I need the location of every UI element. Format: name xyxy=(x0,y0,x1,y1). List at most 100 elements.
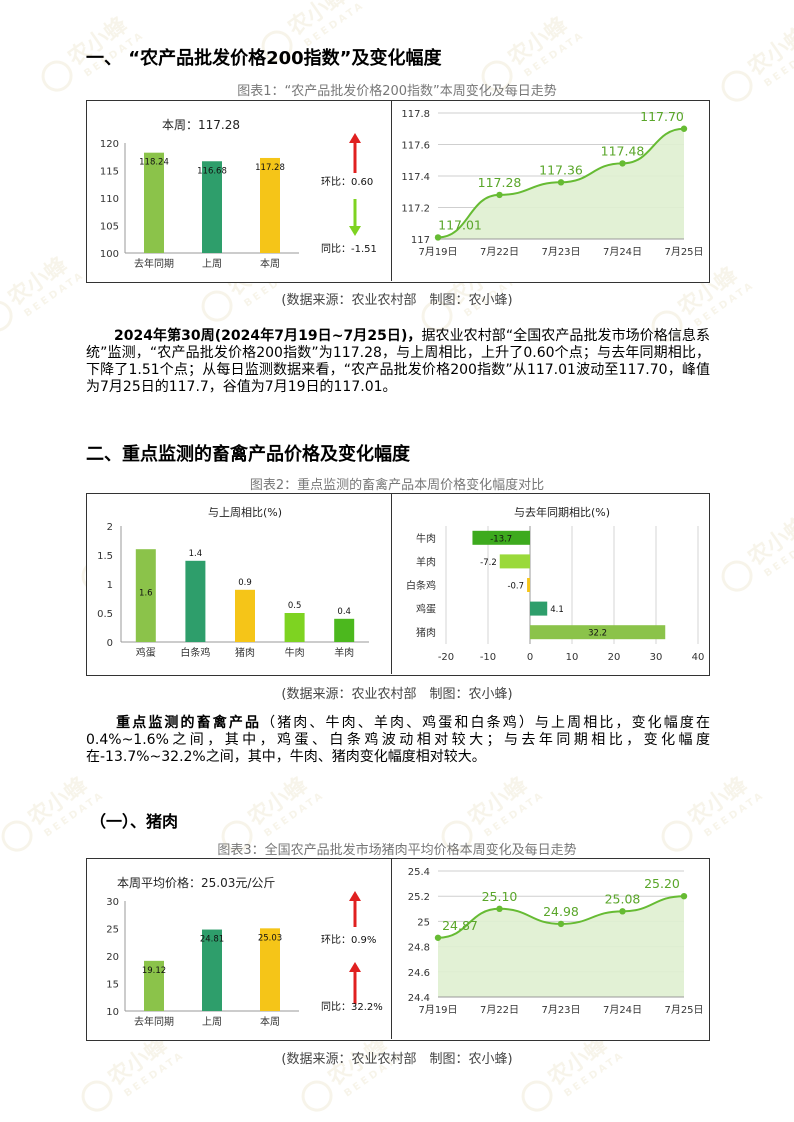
y-tick-label: 117.4 xyxy=(401,172,430,183)
y-tick-label: 0.5 xyxy=(97,609,113,620)
data-label-0: 117.01 xyxy=(438,217,482,232)
huanbi-arrow-head xyxy=(349,133,361,143)
x-tick-label: -10 xyxy=(480,652,496,663)
data-point-3 xyxy=(619,160,626,167)
x-tick-label: 7月24日 xyxy=(603,1004,642,1016)
x-tick-label: 本周 xyxy=(260,257,280,270)
x-tick-label: 7月19日 xyxy=(418,1004,457,1016)
chart3-frame: 本周平均价格：25.03元/公斤 10 15 20 25 30 19.12 去年同期 24.81… xyxy=(86,858,710,1041)
x-tick-label: 10 xyxy=(566,652,579,663)
area-fill xyxy=(438,896,684,997)
bar-1 xyxy=(202,929,222,1011)
bar-1 xyxy=(202,161,222,253)
bar-0 xyxy=(135,549,156,642)
section1-paragraph-bold: 2024年第30周(2024年7月19日~7月25日)， xyxy=(114,328,422,344)
bar-2 xyxy=(260,928,280,1011)
x-tick-label: 猪肉 xyxy=(235,646,255,659)
chart-title: 与去年同期相比(%) xyxy=(514,505,610,519)
y-tick-label: 105 xyxy=(100,222,119,233)
x-tick-label: 30 xyxy=(650,652,663,663)
chart3-line-chart: 24.4 24.6 24.8 25 25.2 25.4 24.87 7月19日 25.10 7月2… xyxy=(408,867,704,1016)
watermark-bee-icon xyxy=(521,1080,553,1112)
x-tick-label: 白条鸡 xyxy=(180,646,210,659)
watermark-bee-icon xyxy=(661,820,693,852)
tongbi-label: 同比：32.2% xyxy=(321,1001,383,1013)
bar-2 xyxy=(260,157,280,253)
x-tick-label: 7月24日 xyxy=(603,246,642,258)
huanbi-arrow-head xyxy=(349,891,361,901)
y-tick-label: 1 xyxy=(107,580,113,591)
watermark-bee-icon xyxy=(441,820,473,852)
y-tick-label: 羊肉 xyxy=(416,555,436,568)
bar-value-label: 1.6 xyxy=(139,589,153,599)
y-tick-label: 24.8 xyxy=(408,943,430,954)
watermark-bee-icon xyxy=(81,1080,113,1112)
watermark-bee-icon xyxy=(201,290,233,322)
y-tick-label: 25 xyxy=(417,917,430,928)
chart2-divider xyxy=(391,494,392,674)
bar-value-label: 24.81 xyxy=(200,935,224,945)
chart2-frame: 与上周相比(%) 0 0.5 1 1.5 2 1.6 鸡蛋 1.4 白条鸡 0.9 猪肉 0.5 牛肉 0.… xyxy=(86,493,710,676)
chart2-bar-chart: 与上周相比(%) 0 0.5 1 1.5 2 1.6 鸡蛋 1.4 白条鸡 0.9 猪肉 0.5 牛肉 0.… xyxy=(97,506,369,659)
x-tick-label: 7月19日 xyxy=(418,246,457,258)
bar-value-label: 1.4 xyxy=(189,549,203,559)
y-tick-label: 25.2 xyxy=(408,892,430,903)
bar-value-label: 19.12 xyxy=(142,966,166,976)
bar-4 xyxy=(530,625,666,640)
data-label-1: 25.10 xyxy=(482,889,518,904)
chart-title: 与上周相比(%) xyxy=(208,506,282,519)
bar-value-label: 32.2 xyxy=(588,629,607,639)
section2-paragraph-bold: 重点监测的畜禽产品 xyxy=(114,715,262,731)
bar-value-label: 117.28 xyxy=(255,163,285,173)
chart3-source: (数据来源：农业农村部 制图：农小蜂) xyxy=(281,1052,513,1067)
bar-4 xyxy=(334,618,355,642)
x-tick-label: 7月22日 xyxy=(480,246,519,258)
y-tick-label: 10 xyxy=(106,1007,119,1018)
data-point-2 xyxy=(557,920,565,928)
x-tick-label: 去年同期 xyxy=(134,257,174,270)
x-tick-label: 牛肉 xyxy=(285,646,305,659)
y-tick-label: 30 xyxy=(106,897,119,908)
tongbi-arrow-head xyxy=(349,226,361,236)
x-tick-label: 7月22日 xyxy=(480,1004,519,1016)
bar-value-label: 0.4 xyxy=(337,607,351,617)
section1-paragraph-text: 据农业农村部“全国农产品批发市场价格信息系统”监测，“农产品批发价格200指数”… xyxy=(86,328,710,395)
data-point-0 xyxy=(434,234,442,241)
watermark-bee-icon xyxy=(651,310,683,342)
watermark-bee-icon xyxy=(0,300,13,332)
data-point-3 xyxy=(619,908,626,915)
bar-chart-label: 本周平均价格：25.03元/公斤 xyxy=(117,875,275,890)
bar-0 xyxy=(144,960,164,1011)
y-tick-label: 1.5 xyxy=(97,551,113,562)
y-tick-label: 白条鸡 xyxy=(406,579,436,592)
data-point-4 xyxy=(680,125,688,132)
y-tick-label: 15 xyxy=(106,980,119,991)
watermark-bee-icon xyxy=(1,820,33,852)
y-tick-label: 牛肉 xyxy=(416,532,436,545)
x-tick-label: 去年同期 xyxy=(134,1015,174,1028)
huanbi-label: 环比：0.9% xyxy=(321,934,376,946)
x-tick-label: 7月23日 xyxy=(541,1004,580,1016)
bar-value-label: 0.5 xyxy=(288,601,302,611)
y-tick-label: 115 xyxy=(100,167,119,178)
chart2-source: (数据来源：农业农村部 制图：农小蜂) xyxy=(281,687,513,702)
x-tick-label: 上周 xyxy=(202,258,222,270)
x-tick-label: 7月23日 xyxy=(541,246,580,258)
bar-value-label: -13.7 xyxy=(490,534,512,544)
x-tick-label: 鸡蛋 xyxy=(136,646,156,659)
x-tick-label: 羊肉 xyxy=(334,646,354,659)
watermark-bee-icon xyxy=(421,300,453,332)
watermark-bee-icon xyxy=(41,60,73,92)
bar-value-label: 116.68 xyxy=(197,166,227,176)
data-label-3: 117.48 xyxy=(601,143,645,158)
data-point-1 xyxy=(496,191,503,199)
x-tick-label: 20 xyxy=(608,652,621,663)
x-tick-label: 本周 xyxy=(260,1015,280,1028)
section1-heading: 一、 “农产品批发价格200指数”及变化幅度 xyxy=(86,48,442,69)
y-tick-label: 117.8 xyxy=(401,109,430,120)
data-point-0 xyxy=(434,934,442,941)
y-tick-label: 25 xyxy=(106,925,119,936)
watermark-bee-icon xyxy=(721,560,753,592)
data-label-1: 117.28 xyxy=(478,175,522,190)
x-tick-label: -20 xyxy=(438,652,454,663)
